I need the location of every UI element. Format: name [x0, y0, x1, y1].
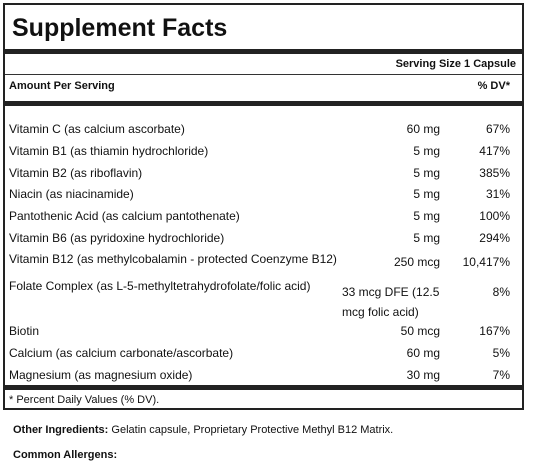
serving-size: Serving Size 1 Capsule [395, 58, 516, 70]
nutrient-name: Magnesium (as magnesium oxide) [9, 368, 193, 382]
panel-title: Supplement Facts [12, 14, 228, 42]
nutrient-amount: 5 mg [413, 166, 440, 180]
other-ingredients: Other Ingredients: Gelatin capsule, Prop… [13, 424, 393, 436]
nutrient-amount: 5 mg [413, 144, 440, 158]
nutrient-amount: 250 mcg [393, 255, 440, 269]
nutrient-dv: 7% [492, 368, 510, 382]
nutrient-dv: 417% [479, 144, 510, 158]
nutrient-name: Niacin (as niacinamide) [9, 187, 134, 201]
nutrient-name: Folate Complex (as L-5-methyltetrahydrof… [9, 279, 311, 293]
nutrient-dv: 67% [485, 122, 510, 136]
nutrient-dv: 10,417% [462, 255, 510, 269]
nutrient-dv: 294% [479, 231, 510, 245]
nutrient-dv: 385% [479, 166, 510, 180]
nutrient-name: Vitamin B6 (as pyridoxine hydrochloride) [9, 231, 225, 245]
amount-per-serving-header: Amount Per Serving [9, 80, 115, 92]
dv-header: % DV* [477, 80, 510, 92]
footnote: * Percent Daily Values (% DV). [9, 394, 160, 406]
serving-divider [5, 74, 522, 75]
title-divider [5, 49, 522, 54]
nutrient-dv: 8% [492, 285, 510, 299]
other-ingredients-text: Gelatin capsule, Proprietary Protective … [108, 424, 394, 436]
nutrient-name: Pantothenic Acid (as calcium pantothenat… [9, 209, 240, 223]
nutrient-dv: 31% [485, 187, 510, 201]
nutrient-name: Vitamin B12 (as methylcobalamin - protec… [9, 252, 337, 266]
header-divider [5, 101, 522, 106]
nutrient-amount: 60 mg [406, 122, 440, 136]
nutrient-name: Vitamin C (as calcium ascorbate) [9, 122, 185, 136]
nutrient-name: Vitamin B2 (as riboflavin) [9, 166, 143, 180]
nutrient-amount: 5 mg [413, 231, 440, 245]
nutrient-dv: 167% [479, 324, 510, 338]
supplement-facts-panel: Supplement Facts Serving Size 1 Capsule … [3, 3, 524, 410]
nutrient-name: Biotin [9, 324, 40, 338]
nutrient-name: Vitamin B1 (as thiamin hydrochloride) [9, 144, 209, 158]
nutrient-amount: 30 mg [406, 368, 440, 382]
common-allergens-label: Common Allergens: [13, 449, 118, 461]
nutrient-amount: 5 mg [413, 187, 440, 201]
nutrient-amount: 50 mcg [400, 324, 440, 338]
nutrient-name: Calcium (as calcium carbonate/ascorbate) [9, 346, 234, 360]
other-ingredients-label: Other Ingredients: [13, 424, 109, 436]
nutrient-amount: 60 mg [406, 346, 440, 360]
nutrient-dv: 100% [479, 209, 510, 223]
nutrient-dv: 5% [492, 346, 510, 360]
footnote-divider [5, 385, 522, 390]
nutrient-amount: 5 mg [413, 209, 440, 223]
nutrient-amount: 33 mcg DFE (12.5 mcg folic acid) [342, 285, 440, 319]
